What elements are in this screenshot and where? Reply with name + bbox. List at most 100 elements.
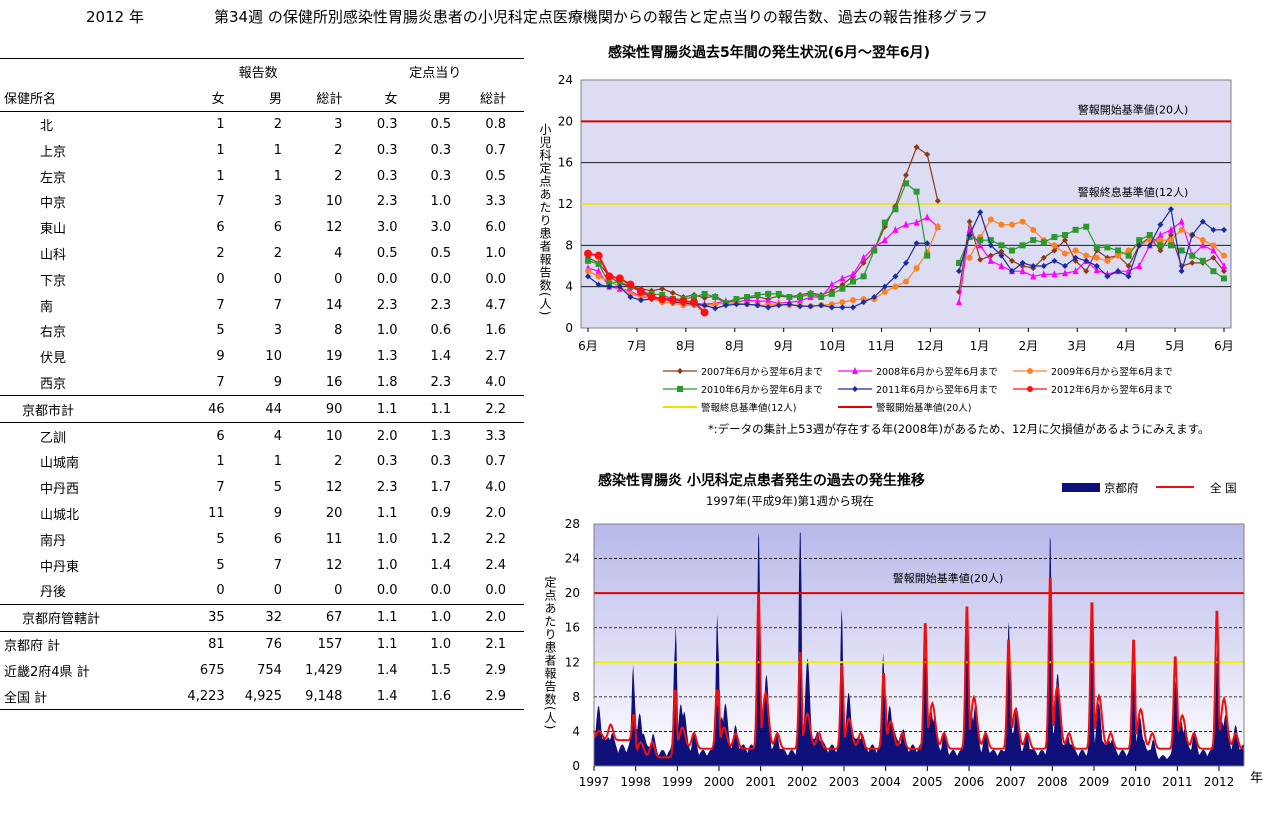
chart1-legend-label: 警報開始基準値(20人) (876, 402, 972, 414)
chart1-data-point (881, 219, 888, 226)
row-value: 14 (325, 297, 343, 313)
group-header-per-sentinel: 定点当り (346, 57, 524, 85)
chart1-legend-marker (1027, 386, 1033, 392)
chart1-legend-marker (677, 368, 683, 374)
chart1-data-point (1009, 268, 1015, 275)
row-value: 3.3 (485, 194, 506, 210)
chart1-data-point (712, 301, 719, 308)
chart1-y-label: 小児科定点あたり患者報告数(人) (538, 123, 552, 317)
chart1-threshold-label: 警報開始基準値(20人) (1078, 102, 1189, 116)
chart1-series-line (958, 207, 1224, 278)
row-value: 6 (216, 220, 225, 236)
chart1-data-point (1221, 262, 1227, 269)
chart1-x-tick-label: 9月 (774, 339, 794, 353)
chart2-x-tick-label: 2009 (1079, 775, 1110, 789)
chart1-series-line (587, 146, 939, 303)
chart1-data-point (987, 252, 994, 259)
chart1-data-point (956, 298, 962, 306)
chart1-data-point (615, 274, 624, 283)
chart1-legend-marker (677, 386, 683, 392)
row-value: 0 (334, 583, 343, 599)
chart1-legend-label: 2009年6月から翌年6月まで (1051, 366, 1173, 378)
chart1-data-point (744, 301, 750, 308)
chart1-data-point (924, 213, 931, 221)
chart1-data-point (1030, 237, 1037, 244)
chart1-data-point (1104, 244, 1111, 251)
table-row: 西京 7 9 16 1.8 2.3 4.0 (0, 370, 524, 396)
row-value: 1.4 (430, 557, 452, 573)
chart1-data-point (977, 241, 984, 249)
table-row: 乙訓 6 4 10 2.0 1.3 3.3 (0, 423, 524, 449)
chart1-data-point (1146, 232, 1153, 238)
row-value: 3 (273, 194, 282, 210)
chart1-data-point (913, 188, 920, 195)
chart1-x-tick-label: 5月 (1165, 339, 1185, 353)
chart2-x-tick-label: 2005 (912, 775, 943, 789)
row-name: 上京 (40, 144, 67, 160)
row-value: 1 (273, 454, 282, 470)
row-name: 中京 (40, 196, 67, 212)
row-value: 0.3 (430, 142, 452, 158)
row-value: 1.7 (430, 480, 452, 496)
row-value: 2.3 (376, 297, 398, 313)
chart1-data-point (903, 172, 909, 179)
chart1-data-point (595, 260, 602, 267)
chart2-legend-swatch (1062, 483, 1100, 492)
five-year-chart: 感染性胃腸炎過去5年間の発生状況(6月～翌年6月) 0 4 8 12 16 20 24 小児科定… (538, 44, 1234, 436)
chart1-y-tick-label: 24 (558, 73, 573, 87)
row-value: 10 (325, 194, 343, 210)
chart1-data-point (828, 280, 835, 288)
chart2-legend-label: 京都府 (1104, 481, 1139, 495)
chart1-data-point (744, 294, 750, 300)
chart1-y-tick-label: 12 (558, 197, 573, 211)
row-name: 京都府管轄計 (0, 603, 170, 632)
chart2-y-tick-label: 12 (565, 655, 580, 669)
row-value: 0 (273, 583, 282, 599)
chart1-data-point (860, 259, 867, 266)
chart1-data-point (1168, 206, 1174, 213)
chart1-data-point (775, 290, 782, 297)
chart2-national-line (593, 577, 1245, 759)
row-value: 4.0 (485, 480, 506, 496)
row-value: 2.3 (430, 374, 452, 390)
chart1-data-point (1125, 247, 1132, 254)
table-row: 北 1 2 3 0.3 0.5 0.8 (0, 111, 524, 137)
row-name: 京都市計 (0, 395, 170, 424)
chart1-data-point (754, 302, 761, 309)
row-value: 0.3 (430, 454, 452, 470)
row-value: 1.6 (401, 683, 456, 710)
row-name: 山科 (40, 247, 67, 263)
chart1-legend-label: 2010年6月から翌年6月まで (701, 384, 823, 396)
row-value: 10 (325, 428, 343, 444)
row-value: 157 (317, 636, 343, 652)
chart1-data-point (1178, 226, 1185, 233)
row-value: 7 (216, 374, 225, 390)
row-value: 2.0 (376, 428, 398, 444)
row-value: 11 (208, 505, 225, 521)
row-value: 4 (334, 245, 343, 261)
chart2-x-tick-label: 2001 (745, 775, 776, 789)
row-value: 0.7 (485, 142, 506, 158)
chart1-data-point (1030, 263, 1037, 269)
row-value: 2 (334, 168, 343, 184)
chart1-data-point (924, 240, 931, 247)
row-value: 2.1 (485, 636, 506, 652)
row-value: 1.1 (346, 395, 402, 424)
chart2-y-tick-label: 4 (572, 724, 580, 738)
chart1-data-point (1136, 237, 1143, 244)
row-value: 7 (273, 297, 282, 313)
row-value: 754 (257, 662, 282, 678)
header-male-rate: 男 (401, 84, 456, 112)
table-row: 上京 1 1 2 0.3 0.3 0.7 (0, 137, 524, 163)
row-value: 0 (334, 271, 343, 287)
chart1-data-point (606, 283, 613, 290)
row-value: 0.6 (430, 323, 452, 339)
row-value: 46 (169, 395, 229, 424)
chart2-x-tick-label: 1998 (620, 775, 651, 789)
chart1-data-point (1072, 247, 1079, 254)
chart1-data-point (627, 294, 634, 300)
chart1-data-point (775, 302, 782, 309)
row-value: 20 (325, 505, 343, 521)
table-row: 南丹 5 6 11 1.0 1.2 2.2 (0, 526, 524, 552)
row-value: 1.0 (401, 603, 456, 632)
